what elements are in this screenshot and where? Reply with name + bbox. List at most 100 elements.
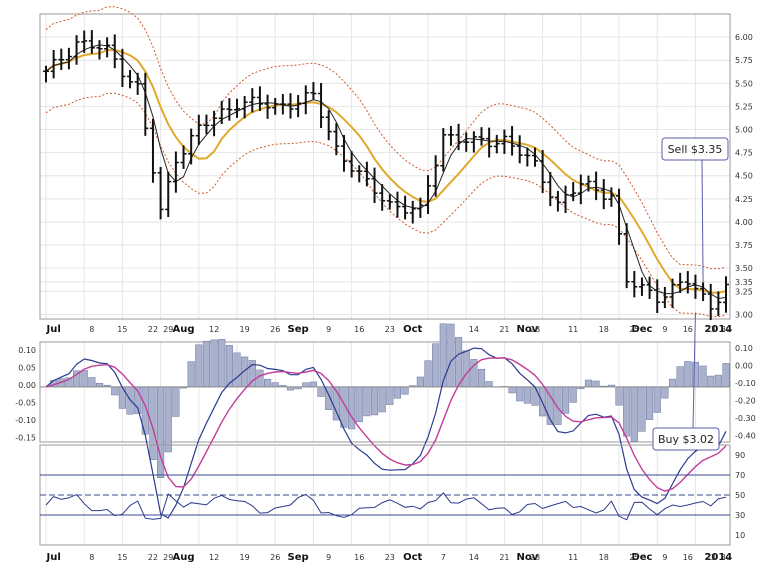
macd-histogram-bar [218, 339, 226, 388]
month-label: 2014 [704, 552, 732, 563]
macd-histogram-bar [95, 383, 104, 388]
envelope-lower-line [45, 92, 727, 318]
month-label: Oct [403, 552, 422, 563]
macd-histogram-bar [684, 361, 692, 388]
rsi-tick-label: 90 [735, 451, 745, 460]
macd-histogram-bar [699, 365, 707, 388]
macd-histogram-bar [370, 386, 379, 416]
day-label: 23 [385, 553, 395, 562]
macd-histogram-bar [225, 345, 233, 388]
fast-moving-average-line [45, 44, 727, 300]
macd-histogram-bar [714, 374, 722, 388]
day-label: 29 [163, 325, 173, 334]
macd-histogram-bar [118, 386, 126, 409]
day-label: 22 [148, 325, 158, 334]
price-bars [43, 30, 729, 321]
macd-left-tick-label: 0.10 [18, 346, 36, 355]
macd-histogram-bar [615, 386, 623, 406]
macd-histogram-bar [111, 386, 119, 396]
macd-histogram-bar [623, 386, 631, 437]
month-label: Jul [45, 324, 60, 335]
macd-histogram-bar [256, 369, 264, 388]
macd-histogram-bar [592, 380, 600, 388]
price-tick-label: 4.00 [735, 218, 753, 227]
day-label: 14 [469, 325, 479, 334]
day-label: 23 [706, 325, 716, 334]
macd-histogram-bar [363, 386, 371, 417]
price-tick-label: 5.00 [735, 126, 753, 135]
macd-histogram-bar [401, 386, 409, 395]
macd-right-axis: 0.10 0.00 -0.10 -0.20 -0.30 -0.40 [735, 344, 756, 441]
rsi-tick-label: 70 [735, 471, 745, 480]
day-label: 9 [326, 325, 331, 334]
macd-histogram-bar [386, 386, 394, 405]
price-tick-label: 3.00 [735, 310, 753, 319]
day-label: 16 [354, 325, 364, 334]
macd-histogram-bar [355, 386, 363, 423]
month-label: Nov [516, 552, 538, 563]
macd-histogram-bar [477, 368, 486, 388]
day-label: 23 [385, 325, 395, 334]
rsi-axis: 90 70 50 30 10 [735, 451, 745, 540]
day-label: 19 [240, 553, 250, 562]
price-tick-label: 4.50 [735, 172, 753, 181]
rsi-tick-label: 30 [735, 511, 745, 520]
slow-moving-average-line [45, 48, 727, 294]
day-label: 14 [469, 553, 479, 562]
macd-panel-frame [39, 341, 731, 443]
day-label: 21 [499, 553, 509, 562]
macd-histogram-bar [676, 366, 684, 388]
price-tick-label: 3.25 [735, 287, 753, 296]
macd-histogram-bar [393, 386, 402, 399]
callout-label: Buy $3.02 [658, 433, 714, 446]
macd-histogram [40, 323, 730, 478]
macd-histogram-bar [646, 386, 654, 420]
macd-histogram-bar [187, 361, 195, 388]
macd-histogram-bar [432, 343, 440, 388]
macd-histogram-bar [233, 352, 241, 388]
macd-histogram-bar [202, 340, 211, 388]
rsi-panel: 90 70 50 30 10 [39, 444, 745, 546]
macd-right-tick-label: -0.30 [735, 414, 756, 423]
macd-left-tick-label: 0.05 [18, 364, 36, 373]
macd-histogram-bar [638, 386, 646, 432]
callout-pointer [692, 312, 696, 429]
rsi-line [45, 492, 727, 521]
macd-histogram-bar [531, 386, 539, 406]
macd-histogram-bar [661, 386, 669, 399]
macd-left-tick-label: -0.15 [15, 434, 36, 443]
price-tick-label: 3.50 [735, 264, 753, 273]
macd-histogram-bar [439, 323, 447, 388]
macd-right-tick-label: -0.20 [735, 397, 756, 406]
rsi-tick-label: 10 [735, 531, 745, 540]
day-label: 8 [89, 553, 94, 562]
price-tick-label: 6.00 [735, 33, 753, 42]
day-label: 29 [163, 553, 173, 562]
macd-histogram-bar [424, 360, 432, 388]
macd-histogram-bar [210, 339, 218, 388]
macd-histogram-bar [80, 370, 88, 388]
day-label: 26 [270, 325, 280, 334]
month-label: Dec [631, 324, 652, 335]
month-label: Oct [403, 324, 422, 335]
day-label: 16 [683, 553, 693, 562]
macd-line [45, 347, 727, 519]
macd-histogram-bar [668, 378, 677, 388]
macd-histogram-bar [508, 386, 516, 394]
price-panel: 6.00 5.75 5.50 5.25 5.00 4.75 4.50 4.25 4.00 3.75… [39, 6, 753, 321]
price-tick-label: 5.25 [735, 102, 753, 111]
macd-histogram-bar [348, 386, 356, 430]
macd-histogram-bar [523, 386, 531, 404]
month-label: Nov [516, 324, 538, 335]
price-panel-frame [39, 13, 731, 320]
day-label: 19 [240, 325, 250, 334]
price-axis: 6.00 5.75 5.50 5.25 5.00 4.75 4.50 4.25 4.00 3.75… [735, 33, 753, 319]
date-axis-bottom: Jul Aug Sep Oct Nov Dec 2014 8 15 22 29 12 19 26 9 16 23… [45, 552, 732, 563]
day-label: 15 [117, 553, 127, 562]
macd-histogram-bar [722, 363, 730, 388]
macd-right-tick-label: 0.00 [735, 362, 753, 371]
day-label: 23 [706, 553, 716, 562]
day-label: 9 [662, 553, 667, 562]
macd-histogram-bar [241, 356, 249, 388]
